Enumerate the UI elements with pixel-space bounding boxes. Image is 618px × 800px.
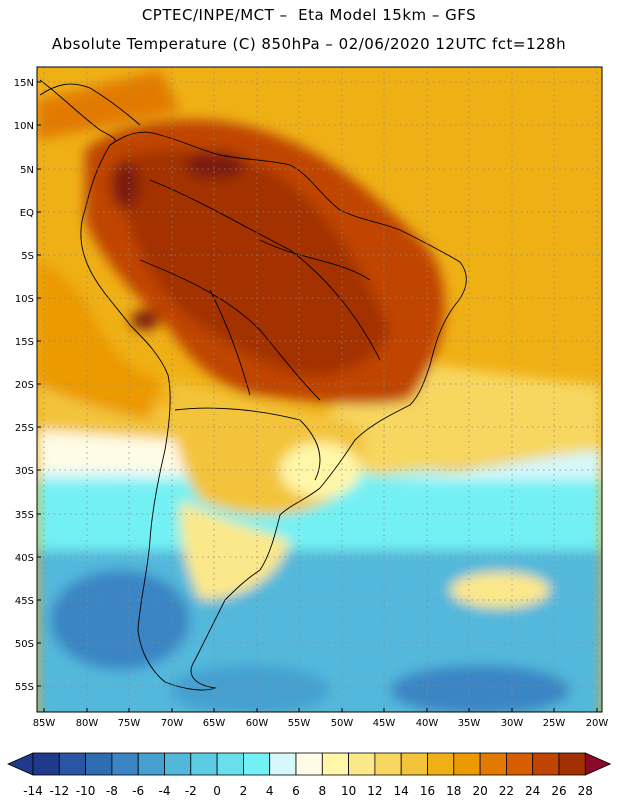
colorbar-swatch (32, 752, 60, 776)
colorbar-tick-label: 12 (367, 784, 382, 798)
colorbar-swatch (348, 752, 376, 776)
interior-border (259, 239, 371, 281)
colorbar-left-arrow (7, 752, 34, 776)
colorbar-tick-label: 24 (525, 784, 540, 798)
temperature-field (37, 67, 602, 712)
colorbar-swatch (453, 752, 481, 776)
interior-border (139, 259, 321, 401)
lon-label: 25W (543, 718, 566, 729)
colorbar-swatch (321, 752, 349, 776)
lon-label: 20W (586, 718, 609, 729)
map-gridlines (37, 67, 602, 712)
lat-label: 20S (15, 380, 34, 391)
colorbar-tick-label: 10 (341, 784, 356, 798)
colorbar-tick-label: 4 (266, 784, 274, 798)
latitude-labels: 15N 10N 5N EQ 5S 10S 15S 20S 25S 30S 35S 40S 45S 50S 5… (14, 78, 41, 693)
colorbar-swatch (242, 752, 271, 776)
interior-border (174, 407, 321, 481)
colorbar-tick-label: -2 (185, 784, 197, 798)
lon-label: 50W (331, 718, 354, 729)
lon-label: 60W (246, 718, 269, 729)
lon-label: 85W (33, 718, 56, 729)
lat-label: 55S (15, 682, 34, 693)
coastlines (39, 79, 467, 691)
title-line-2: Absolute Temperature (C) 850hPa – 02/06/… (51, 35, 567, 53)
colorbar-tick-label: 28 (578, 784, 593, 798)
lat-label: 35S (15, 510, 34, 521)
lon-label: 45W (373, 718, 396, 729)
colorbar-tick-label: -6 (132, 784, 144, 798)
colorbar-swatch (532, 752, 560, 776)
colorbar-swatch (400, 752, 428, 776)
colorbar-tick-label: -10 (76, 784, 96, 798)
colorbar-tick-label: 18 (446, 784, 461, 798)
colorbar-swatch (427, 752, 455, 776)
colorbar-swatch (190, 752, 218, 776)
title-line-1: CPTEC/INPE/MCT – Eta Model 15km – GFS (141, 6, 477, 24)
colorbar-swatch (111, 752, 139, 776)
colorbar-tick-label: 0 (213, 784, 221, 798)
lat-label: 15S (15, 337, 34, 348)
colorbar-swatch (505, 752, 534, 776)
colorbar-tick-label: 20 (472, 784, 487, 798)
lon-label: 40W (416, 718, 439, 729)
lat-label: 30S (15, 466, 34, 477)
lat-label: 10N (14, 121, 34, 132)
colorbar-tick-label: -14 (23, 784, 43, 798)
lat-label: 15N (14, 78, 34, 89)
map-frame (36, 66, 603, 713)
colorbar-tick-label: 2 (240, 784, 248, 798)
lat-label: 50S (15, 639, 34, 650)
interior-border (149, 179, 381, 361)
colorbar-tick-label: 14 (394, 784, 409, 798)
lat-label: 40S (15, 553, 34, 564)
colorbar-tick-label: 16 (420, 784, 435, 798)
longitude-labels: 85W 80W 75W 70W 65W 60W 55W 50W 45W 40W 35W 30W 25W 2… (33, 708, 609, 729)
lon-label: 35W (458, 718, 481, 729)
colorbar-tick-label: -4 (159, 784, 171, 798)
lat-label: 25S (15, 423, 34, 434)
lon-label: 65W (203, 718, 226, 729)
colorbar-tick-label: -12 (49, 784, 69, 798)
colorbar: -14 -12 -10 -8 -6 -4 -2 0 2 4 6 8 10 12 14 16 18 20 22 24 26… (7, 752, 612, 798)
lat-label: 5S (21, 251, 34, 262)
colorbar-swatch (137, 752, 165, 776)
colorbar-tick-label: -8 (106, 784, 118, 798)
lat-label: 45S (15, 596, 34, 607)
colorbar-tick-label: 22 (499, 784, 514, 798)
colorbar-tick-label: 6 (292, 784, 300, 798)
colorbar-swatch (85, 752, 113, 776)
lat-label: 5N (20, 165, 34, 176)
lon-label: 75W (118, 718, 141, 729)
colorbar-tick-label: 26 (551, 784, 566, 798)
colorbar-swatch (269, 752, 297, 776)
south-america-coast (80, 131, 467, 691)
central-america-coast-north (39, 83, 141, 126)
colorbar-swatch (58, 752, 86, 776)
colorbar-swatch (479, 752, 507, 776)
lat-label: 10S (15, 294, 34, 305)
colorbar-swatch (295, 752, 323, 776)
colorbar-swatch (216, 752, 244, 776)
lat-label: EQ (20, 208, 34, 219)
lon-label: 70W (161, 718, 184, 729)
lon-label: 80W (76, 718, 99, 729)
colorbar-swatch (164, 752, 192, 776)
lon-label: 30W (501, 718, 524, 729)
lon-label: 55W (288, 718, 311, 729)
colorbar-swatch (374, 752, 402, 776)
central-america-coast (39, 79, 116, 146)
colorbar-tick-label: 8 (318, 784, 326, 798)
colorbar-swatch (558, 752, 586, 776)
colorbar-right-arrow (584, 752, 612, 776)
